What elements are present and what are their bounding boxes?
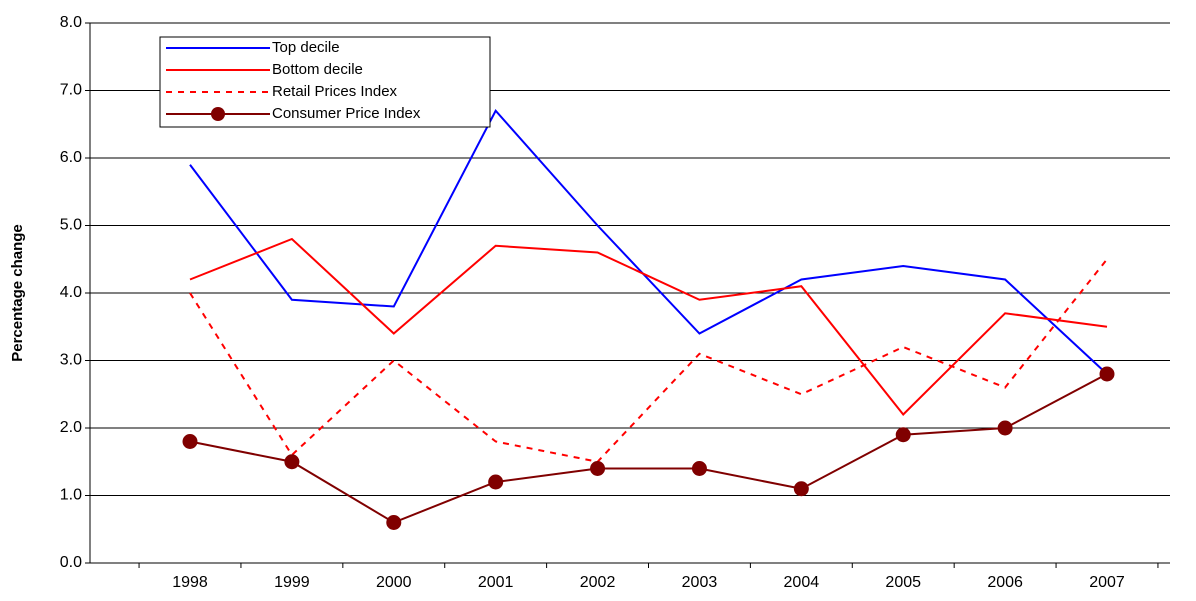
data-point: [488, 474, 504, 490]
series-line: [189, 109, 1108, 375]
x-tick-label: 2005: [885, 574, 921, 591]
data-point: [1099, 366, 1115, 382]
y-tick-label: 2.0: [60, 419, 82, 436]
y-tick-label: 1.0: [60, 487, 82, 504]
x-tick-label: 2006: [987, 574, 1023, 591]
data-point: [284, 454, 300, 470]
x-tick-label: 2007: [1089, 574, 1125, 591]
y-tick-label: 3.0: [60, 352, 82, 369]
data-point: [895, 427, 911, 443]
y-tick-label: 5.0: [60, 217, 82, 234]
x-tick-label: 2001: [478, 574, 514, 591]
y-tick-label: 6.0: [60, 149, 82, 166]
x-tick-label: 1999: [274, 574, 310, 591]
series-line: [189, 258, 1108, 463]
legend-label: Consumer Price Index: [272, 105, 421, 122]
data-point: [182, 434, 198, 449]
y-tick-label: 0.0: [60, 554, 82, 571]
legend-label: Retail Prices Index: [272, 83, 398, 100]
legend-marker: [211, 107, 225, 121]
series-line: [189, 237, 1108, 416]
x-tick-label: 2000: [376, 574, 412, 591]
data-point: [793, 481, 809, 497]
series-line: [189, 373, 1108, 524]
y-axis-title: Percentage change: [9, 224, 26, 362]
data-point: [997, 420, 1013, 436]
legend-label: Top decile: [272, 39, 340, 56]
data-point: [386, 515, 402, 530]
x-tick-label: 2004: [784, 574, 820, 591]
legend-label: Bottom decile: [272, 61, 363, 78]
x-tick-label: 2002: [580, 574, 616, 591]
x-tick-label: 2003: [682, 574, 718, 591]
x-tick-label: 1998: [172, 574, 208, 591]
y-tick-label: 8.0: [60, 14, 82, 31]
data-point: [590, 461, 606, 476]
data-point: [691, 461, 707, 476]
y-tick-label: 7.0: [60, 82, 82, 99]
y-tick-label: 4.0: [60, 284, 82, 301]
